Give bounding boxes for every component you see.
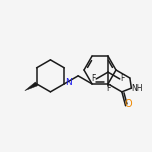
Text: O: O	[125, 99, 132, 109]
Polygon shape	[25, 82, 38, 91]
Text: F: F	[106, 84, 110, 93]
Text: F: F	[121, 74, 125, 83]
Text: NH: NH	[132, 84, 143, 93]
Text: F: F	[91, 74, 95, 83]
Text: N: N	[65, 78, 72, 87]
